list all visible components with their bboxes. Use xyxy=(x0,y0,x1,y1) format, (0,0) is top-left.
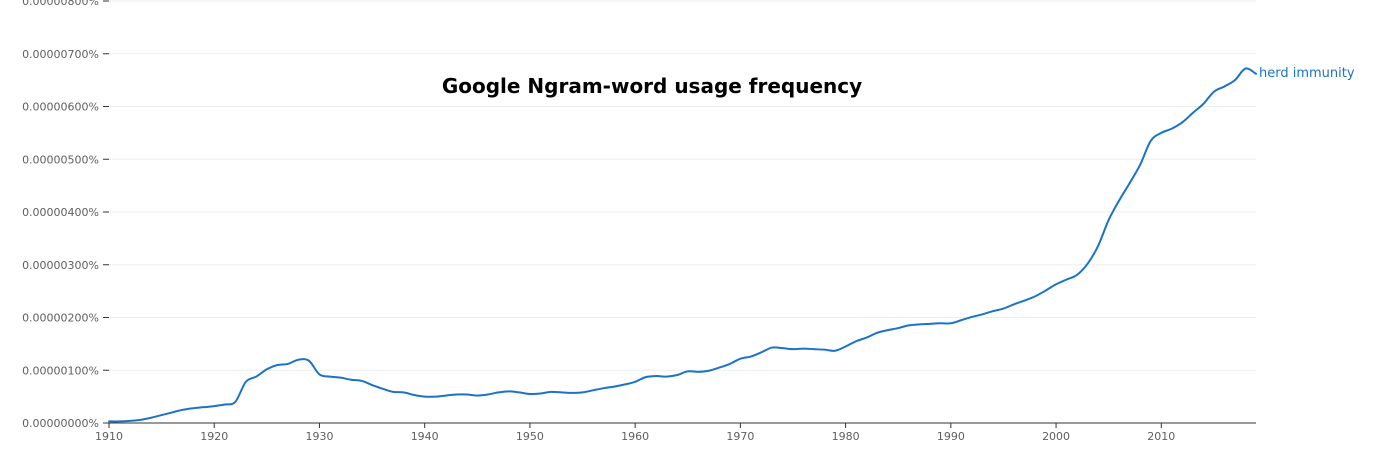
y-tick-label: 0.00000600% xyxy=(22,101,99,114)
x-tick-label: 1970 xyxy=(726,430,754,443)
axis-layer xyxy=(103,0,1256,428)
series-line-herd-immunity[interactable] xyxy=(108,67,1257,423)
x-tick-label: 1920 xyxy=(200,430,228,443)
y-tick-label: 0.00000400% xyxy=(22,206,99,219)
series-layer xyxy=(108,67,1257,423)
x-tick-label: 2010 xyxy=(1147,430,1175,443)
chart-title: Google Ngram-word usage frequency xyxy=(442,74,862,98)
y-tick-label: 0.00000100% xyxy=(22,364,99,377)
y-tick-label: 0.00000500% xyxy=(22,153,99,166)
x-tick-label: 1960 xyxy=(621,430,649,443)
y-tick-label: 0.00000700% xyxy=(22,48,99,61)
y-tick-label: 0.00000000% xyxy=(22,417,99,430)
x-tick-label: 2000 xyxy=(1042,430,1070,443)
x-tick-label: 1950 xyxy=(516,430,544,443)
x-tick-label: 1910 xyxy=(95,430,123,443)
label-layer: 0.00000000% 0.00000100% 0.00000200% 0.00000… xyxy=(22,0,1355,443)
y-tick-label: 0.00000300% xyxy=(22,259,99,272)
x-tick-label: 1990 xyxy=(937,430,965,443)
x-tick-label: 1930 xyxy=(305,430,333,443)
series-label-herd-immunity[interactable]: herd immunity xyxy=(1259,66,1355,81)
x-tick-label: 1940 xyxy=(411,430,439,443)
grid-layer xyxy=(109,0,1256,371)
y-tick-label: 0.00000200% xyxy=(22,312,99,325)
y-tick-label: 0.00000800% xyxy=(22,0,99,8)
x-tick-label: 1980 xyxy=(832,430,860,443)
